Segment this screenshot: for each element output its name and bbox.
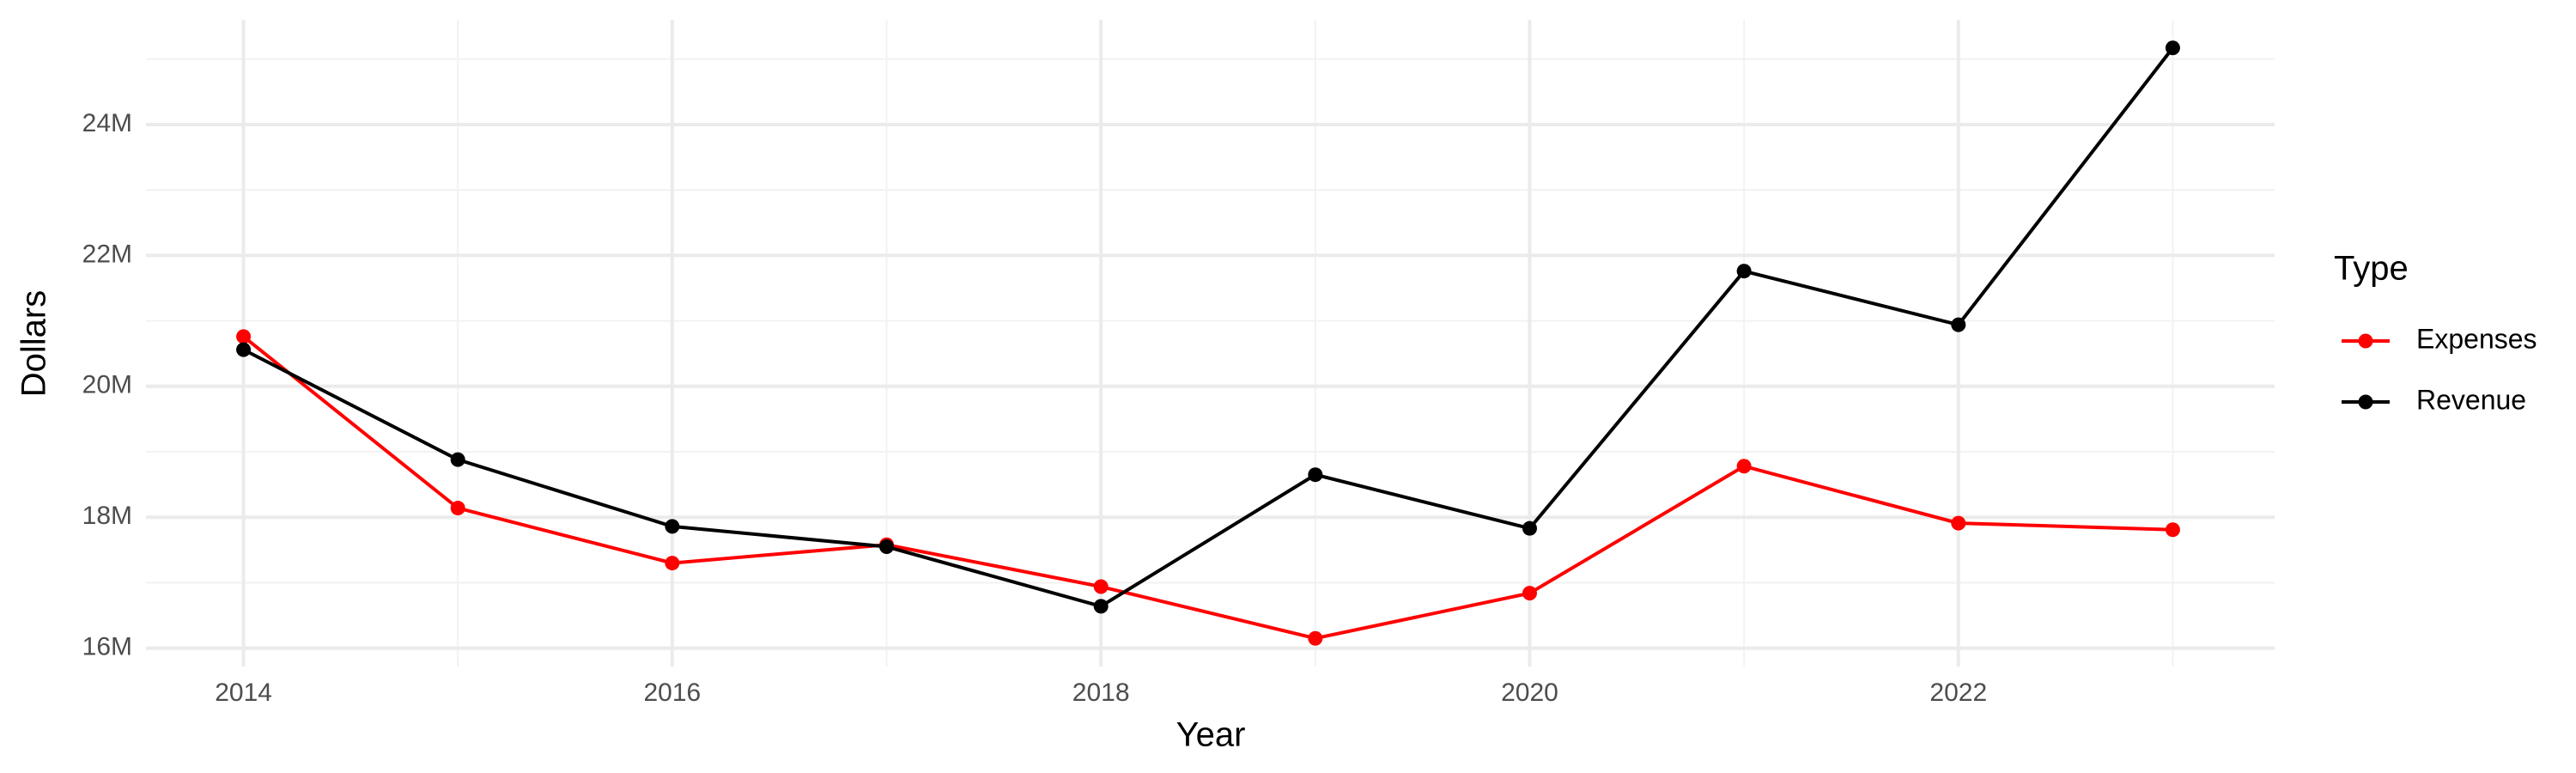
- data-point: [1736, 459, 1752, 474]
- data-point: [1093, 579, 1109, 594]
- x-tick-label: 2016: [644, 679, 702, 707]
- series-line: [242, 335, 2173, 641]
- legend-marker: [2358, 394, 2373, 410]
- data-point: [1522, 586, 1537, 601]
- y-axis-title: Dollars: [15, 290, 53, 397]
- data-point: [236, 329, 252, 344]
- data-point: [450, 452, 465, 467]
- data-point: [1736, 264, 1752, 279]
- data-point: [1951, 515, 1966, 531]
- x-tick-label: 2020: [1501, 679, 1558, 707]
- data-point: [2165, 40, 2180, 56]
- x-tick-label: 2018: [1072, 679, 1130, 707]
- data-point: [1951, 317, 1966, 332]
- y-tick-label: 24M: [82, 109, 132, 137]
- data-point: [1522, 520, 1537, 536]
- data-point: [1308, 467, 1323, 483]
- data-point: [2165, 522, 2180, 538]
- data-point: [1308, 630, 1323, 646]
- y-tick-label: 20M: [82, 371, 132, 399]
- data-point: [450, 501, 465, 516]
- x-axis-title: Year: [1176, 716, 1246, 754]
- legend-marker: [2358, 333, 2373, 349]
- x-tick-label: 2014: [215, 679, 272, 707]
- y-tick-label: 16M: [82, 633, 132, 661]
- data-point: [879, 539, 895, 555]
- data-point: [1093, 599, 1109, 614]
- x-tick-label: 2022: [1929, 679, 1987, 707]
- legend-label: Expenses: [2416, 323, 2537, 354]
- legend-title: Type: [2334, 250, 2409, 288]
- data-point: [665, 556, 680, 571]
- y-tick-label: 22M: [82, 240, 132, 268]
- y-tick-label: 18M: [82, 502, 132, 530]
- series-line: [242, 46, 2175, 609]
- data-point: [665, 519, 680, 534]
- data-point: [236, 342, 252, 357]
- legend-label: Revenue: [2416, 384, 2526, 415]
